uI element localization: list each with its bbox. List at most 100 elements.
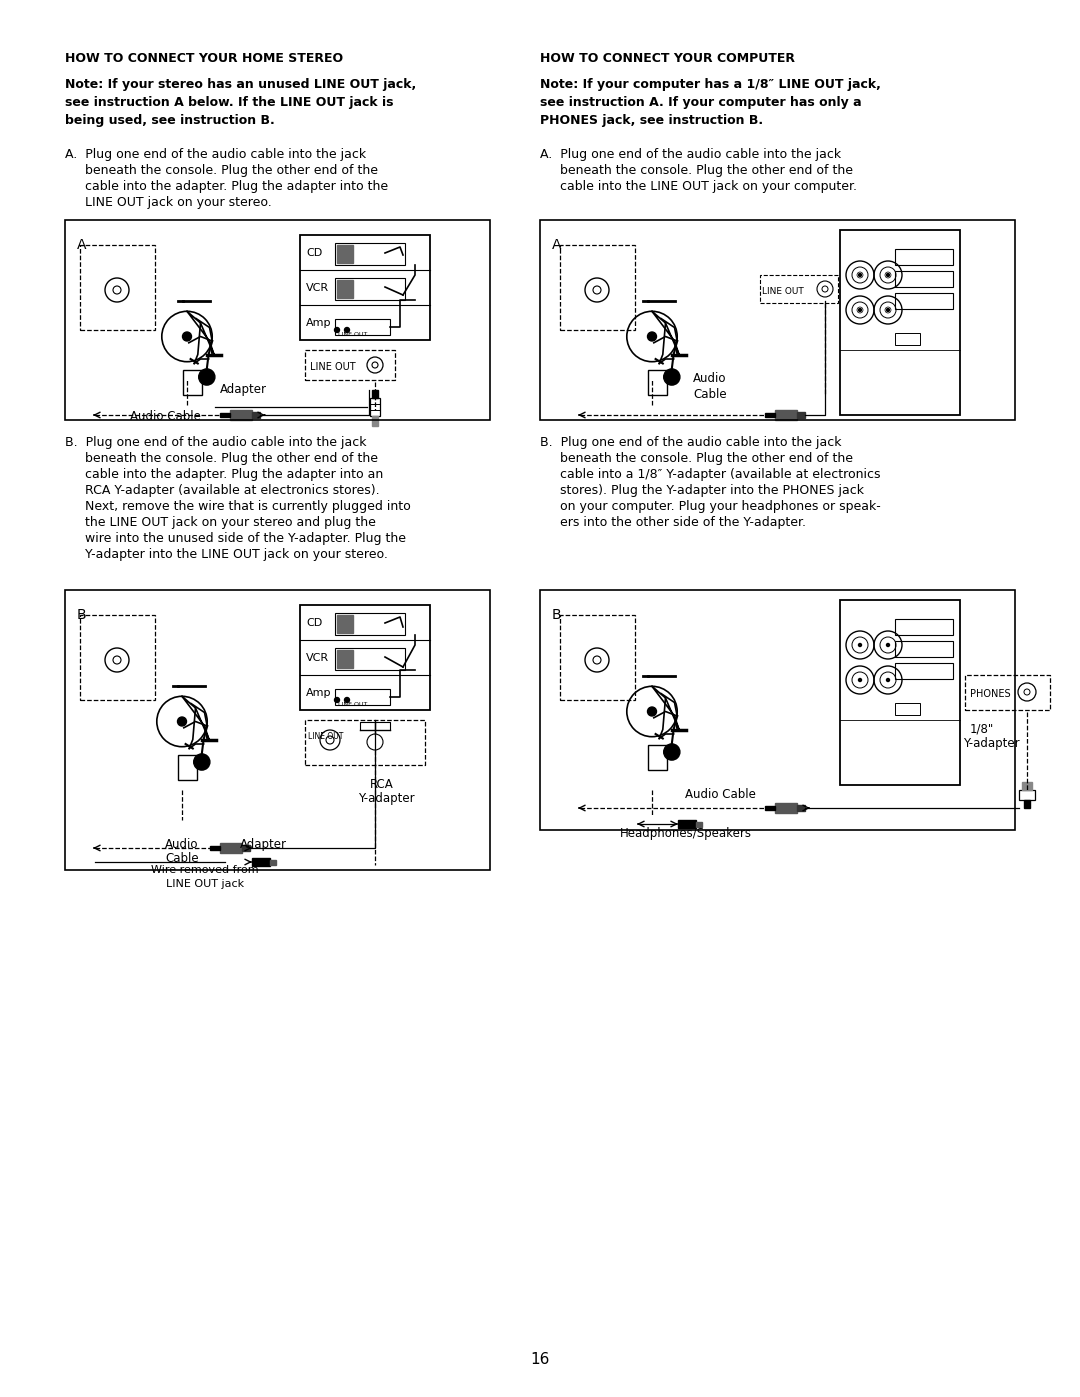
Bar — [252, 858, 270, 866]
Text: Note: If your stereo has an unused LINE OUT jack,: Note: If your stereo has an unused LINE … — [65, 78, 416, 91]
Circle shape — [887, 309, 890, 312]
Text: Headphones/Speakers: Headphones/Speakers — [620, 827, 752, 840]
Bar — [895, 332, 920, 345]
Text: ers into the other side of the Y-adapter.: ers into the other side of the Y-adapter… — [540, 515, 806, 529]
Bar — [335, 243, 405, 265]
Circle shape — [648, 332, 657, 341]
Bar — [678, 820, 696, 828]
Text: cable into a 1/8″ Y-adapter (available at electronics: cable into a 1/8″ Y-adapter (available a… — [540, 468, 880, 481]
Bar — [183, 370, 202, 395]
Bar — [895, 293, 953, 309]
Bar — [561, 244, 635, 330]
Bar — [840, 231, 960, 415]
Text: Cable: Cable — [165, 852, 199, 865]
Circle shape — [177, 717, 187, 726]
Circle shape — [887, 274, 890, 277]
Bar — [540, 590, 1015, 830]
Circle shape — [664, 743, 680, 760]
Bar — [335, 648, 405, 671]
Bar — [895, 249, 953, 265]
Text: Note: If your computer has a 1/8″ LINE OUT jack,: Note: If your computer has a 1/8″ LINE O… — [540, 78, 881, 91]
Bar — [895, 641, 953, 657]
Bar — [561, 615, 635, 700]
Text: Amp: Amp — [306, 319, 332, 328]
Bar — [300, 605, 430, 710]
Text: Y-adapter: Y-adapter — [963, 738, 1020, 750]
Bar — [305, 351, 395, 380]
Text: see instruction A. If your computer has only a: see instruction A. If your computer has … — [540, 96, 862, 109]
Text: being used, see instruction B.: being used, see instruction B. — [65, 115, 274, 127]
Bar — [80, 615, 156, 700]
Text: 1/8": 1/8" — [970, 724, 995, 736]
Bar — [760, 275, 838, 303]
Bar — [335, 278, 405, 300]
Bar — [648, 370, 667, 395]
Text: wire into the unused side of the Y-adapter. Plug the: wire into the unused side of the Y-adapt… — [65, 532, 406, 545]
Text: beneath the console. Plug the other end of the: beneath the console. Plug the other end … — [65, 163, 378, 177]
Bar — [895, 619, 953, 636]
Circle shape — [193, 754, 210, 770]
Bar — [210, 847, 220, 849]
Text: Audio Cable: Audio Cable — [130, 409, 201, 423]
Text: HOW TO CONNECT YOUR HOME STEREO: HOW TO CONNECT YOUR HOME STEREO — [65, 52, 343, 66]
Text: CD: CD — [306, 617, 322, 629]
Circle shape — [345, 697, 350, 703]
Circle shape — [859, 309, 862, 312]
Text: B.  Plug one end of the audio cable into the jack: B. Plug one end of the audio cable into … — [65, 436, 366, 448]
Bar — [372, 390, 378, 398]
Text: Next, remove the wire that is currently plugged into: Next, remove the wire that is currently … — [65, 500, 410, 513]
Text: A.  Plug one end of the audio cable into the jack: A. Plug one end of the audio cable into … — [65, 148, 366, 161]
Text: Audio Cable: Audio Cable — [685, 788, 756, 800]
Text: 16: 16 — [530, 1352, 550, 1368]
Bar — [1022, 782, 1032, 789]
Bar — [220, 414, 230, 416]
Circle shape — [859, 644, 862, 647]
Circle shape — [199, 369, 215, 386]
Circle shape — [887, 644, 890, 647]
Text: Y-adapter into the LINE OUT jack on your stereo.: Y-adapter into the LINE OUT jack on your… — [65, 548, 388, 562]
Bar — [300, 235, 430, 339]
Bar — [337, 615, 353, 633]
Text: see instruction A below. If the LINE OUT jack is: see instruction A below. If the LINE OUT… — [65, 96, 393, 109]
Bar — [765, 806, 775, 810]
Bar — [895, 703, 920, 715]
Bar — [337, 279, 353, 298]
Text: PHONES jack, see instruction B.: PHONES jack, see instruction B. — [540, 115, 764, 127]
Bar — [65, 590, 490, 870]
Circle shape — [859, 274, 862, 277]
Text: Audio: Audio — [165, 838, 199, 851]
Text: Amp: Amp — [306, 687, 332, 698]
Bar — [337, 650, 353, 668]
Bar — [895, 271, 953, 286]
Text: VCR: VCR — [306, 284, 329, 293]
Bar — [80, 244, 156, 330]
Circle shape — [887, 679, 890, 682]
Bar — [230, 409, 252, 420]
Bar — [177, 754, 198, 780]
Circle shape — [859, 679, 862, 682]
Text: Wire removed from: Wire removed from — [151, 865, 259, 875]
Bar — [648, 745, 667, 770]
Text: LINE OUT: LINE OUT — [338, 703, 367, 707]
Text: cable into the adapter. Plug the adapter into an: cable into the adapter. Plug the adapter… — [65, 468, 383, 481]
Text: Audio: Audio — [693, 372, 727, 386]
Text: the LINE OUT jack on your stereo and plug the: the LINE OUT jack on your stereo and plu… — [65, 515, 376, 529]
Text: B: B — [77, 608, 86, 622]
Circle shape — [335, 697, 339, 703]
Circle shape — [345, 327, 350, 332]
Text: Cable: Cable — [693, 388, 727, 401]
Text: LINE OUT jack: LINE OUT jack — [166, 879, 244, 888]
Bar — [1020, 789, 1035, 800]
Bar — [540, 219, 1015, 420]
Text: RCA Y-adapter (available at electronics stores).: RCA Y-adapter (available at electronics … — [65, 483, 380, 497]
Text: beneath the console. Plug the other end of the: beneath the console. Plug the other end … — [540, 163, 853, 177]
Text: Y-adapter: Y-adapter — [357, 792, 415, 805]
Bar — [840, 599, 960, 785]
Text: cable into the adapter. Plug the adapter into the: cable into the adapter. Plug the adapter… — [65, 180, 388, 193]
Bar — [895, 664, 953, 679]
Bar — [966, 675, 1050, 710]
Text: RCA: RCA — [370, 778, 394, 791]
Text: beneath the console. Plug the other end of the: beneath the console. Plug the other end … — [65, 453, 378, 465]
Bar — [335, 613, 405, 636]
Bar — [797, 805, 805, 812]
